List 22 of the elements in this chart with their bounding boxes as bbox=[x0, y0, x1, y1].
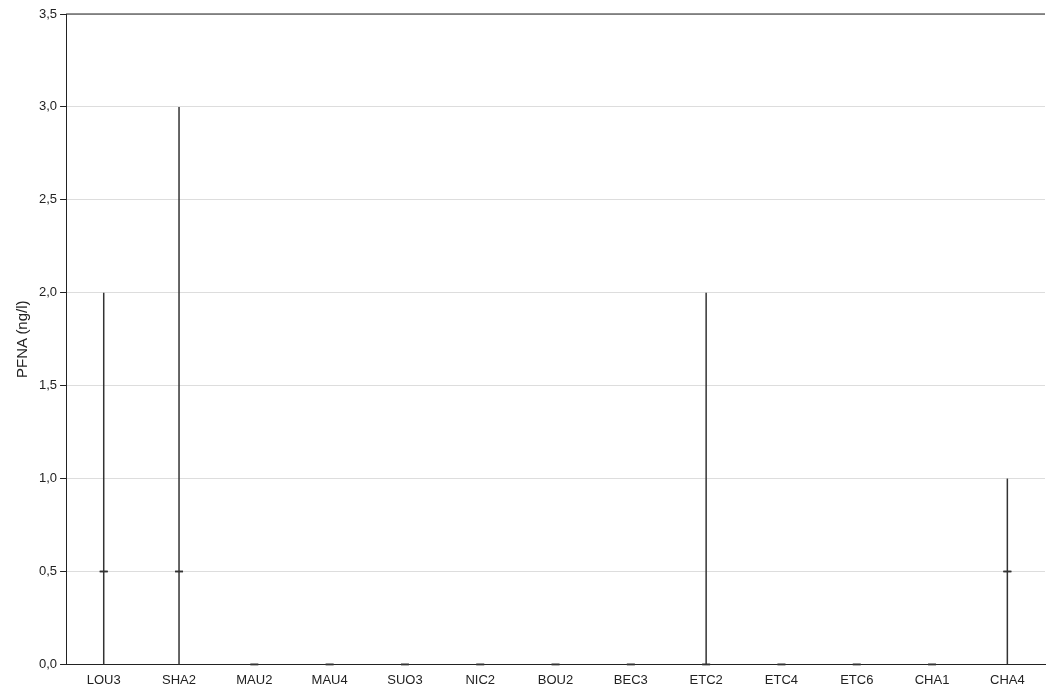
x-tick-label: ETC4 bbox=[764, 671, 799, 687]
x-tick-label: BEC3 bbox=[613, 671, 648, 687]
x-tick-label: SHA2 bbox=[162, 671, 197, 687]
y-tick-label: 1,5 bbox=[38, 377, 58, 393]
x-tick-label: ETC2 bbox=[689, 671, 723, 687]
y-tick-label: 2,5 bbox=[38, 191, 58, 207]
x-tick-label: CHA1 bbox=[914, 671, 950, 687]
y-tick-label: 0,5 bbox=[38, 563, 58, 579]
y-tick-label: 0,0 bbox=[38, 655, 58, 671]
x-tick-label: SUO3 bbox=[387, 671, 423, 687]
y-tick-label: 3,0 bbox=[38, 98, 58, 114]
x-tick-label: LOU3 bbox=[86, 671, 121, 687]
y-tick-label: 1,0 bbox=[38, 470, 58, 486]
x-tick-label: ETC6 bbox=[840, 671, 874, 687]
y-axis-title: PFNA (ng/l) bbox=[13, 300, 31, 378]
x-tick-label: MAU4 bbox=[311, 671, 348, 687]
x-tick-label: NIC2 bbox=[465, 671, 496, 687]
y-tick-label: 2,0 bbox=[38, 284, 58, 300]
y-tick-label: 3,5 bbox=[38, 5, 58, 21]
x-tick-label: MAU2 bbox=[236, 671, 273, 687]
x-tick-label: BOU2 bbox=[537, 671, 574, 687]
x-tick-label: CHA4 bbox=[990, 671, 1025, 687]
